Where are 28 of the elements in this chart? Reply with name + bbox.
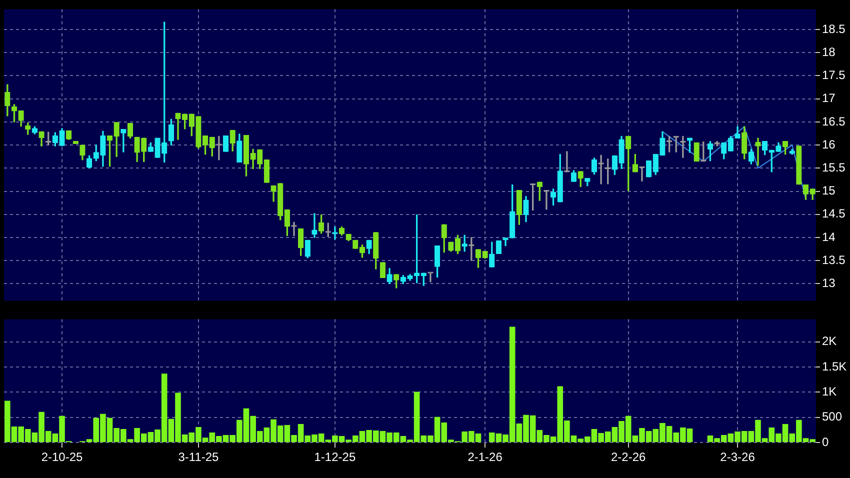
y-tick-label: 15.5 — [822, 160, 846, 174]
y-tick-label: 18.5 — [822, 22, 846, 36]
y-tick-label: 1.5K — [822, 359, 847, 374]
x-tick-label: 1-12-25 — [314, 450, 356, 464]
y-tick-label: 500 — [822, 410, 842, 424]
y-tick-label: 14.5 — [822, 206, 846, 221]
candlestick — [598, 154, 604, 184]
y-tick-label: 17.5 — [822, 68, 846, 82]
x-tick-label: 2-1-26 — [468, 450, 503, 464]
x-tick-label: 2-10-25 — [41, 450, 83, 464]
x-tick-label: 3-11-25 — [178, 450, 220, 464]
y-tick-label: 0 — [822, 434, 829, 449]
y-tick-label: 15 — [822, 184, 836, 198]
candlestick — [312, 213, 318, 238]
y-tick-label: 1K — [822, 384, 837, 399]
candlestick — [216, 136, 222, 160]
y-tick-label: 13.5 — [822, 252, 846, 267]
x-tick-label: 2-2-26 — [611, 450, 646, 464]
y-tick-label: 16 — [822, 137, 836, 152]
y-tick-label: 16.5 — [822, 114, 846, 128]
y-tick-label: 17 — [822, 91, 836, 106]
candlestick — [428, 272, 434, 282]
x-tick-label: 2-3-26 — [720, 450, 756, 464]
y-tick-label: 2K — [822, 334, 837, 348]
y-tick-label: 14 — [822, 230, 836, 244]
candlestick — [755, 138, 761, 166]
y-tick-label: 18 — [822, 44, 836, 59]
y-tick-label: 13 — [822, 276, 836, 290]
